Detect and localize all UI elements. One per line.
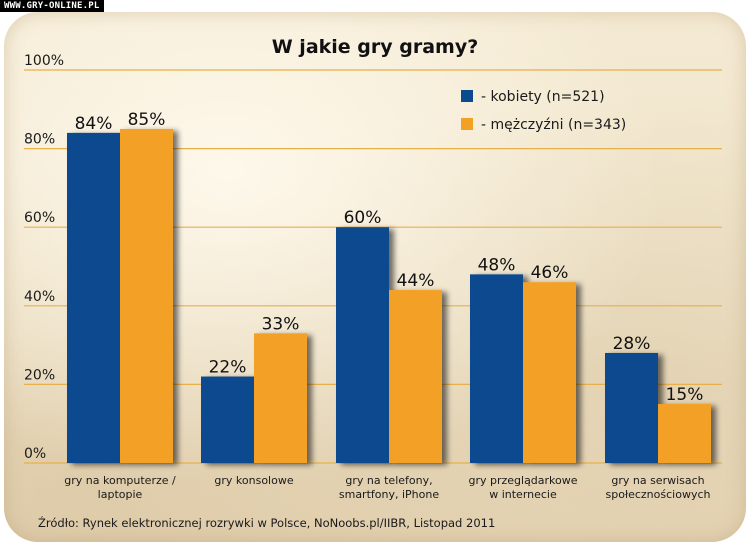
- x-tick-label: gry na telefony,: [345, 474, 432, 487]
- legend-swatch: [461, 90, 473, 102]
- y-tick-label: 20%: [24, 367, 55, 383]
- x-tick-label: gry przeglądarkowe: [468, 474, 577, 487]
- bar-mezczyzni: [254, 333, 307, 463]
- chart-title: W jakie gry gramy?: [272, 36, 479, 58]
- bar-value-label: 84%: [75, 114, 113, 134]
- bar-value-label: 22%: [209, 358, 247, 378]
- bar-mezczyzni: [120, 128, 173, 463]
- y-tick-label: 80%: [24, 132, 55, 148]
- legend-swatch: [461, 118, 473, 130]
- bar-kobiety: [470, 274, 523, 463]
- x-tick-label: smartfony, iPhone: [339, 488, 439, 501]
- bar-value-label: 15%: [666, 385, 704, 405]
- watermark: WWW.GRY-ONLINE.PL: [0, 0, 104, 12]
- x-tick-label: laptopie: [98, 488, 143, 501]
- bar-value-label: 46%: [531, 263, 569, 283]
- x-tick-label: gry na serwisach: [611, 474, 704, 487]
- legend-label: - mężczyźni (n=343): [481, 117, 626, 133]
- bar-mezczyzni: [389, 290, 442, 463]
- bar-value-label: 28%: [613, 334, 651, 354]
- bar-kobiety: [67, 132, 120, 463]
- y-tick-label: 100%: [24, 53, 64, 69]
- y-tick-label: 0%: [24, 446, 46, 462]
- bar-kobiety: [605, 352, 658, 463]
- bar-mezczyzni: [523, 282, 576, 463]
- source-note: Źródło: Rynek elektronicznej rozrywki w …: [38, 515, 495, 530]
- x-tick-label: społecznościowych: [606, 488, 711, 501]
- legend-label: - kobiety (n=521): [481, 89, 605, 105]
- bar-value-label: 44%: [397, 271, 435, 291]
- x-tick-label: w internecie: [489, 488, 557, 501]
- bar-value-label: 60%: [344, 208, 382, 228]
- bar-kobiety: [201, 376, 254, 463]
- bar-value-label: 33%: [262, 314, 300, 334]
- bar-value-label: 85%: [128, 110, 166, 130]
- legend: - kobiety (n=521) - mężczyźni (n=343): [461, 89, 626, 133]
- bar-mezczyzni: [658, 404, 711, 463]
- y-tick-label: 60%: [24, 210, 55, 226]
- bar-kobiety: [336, 227, 389, 463]
- y-tick-label: 40%: [24, 289, 55, 305]
- bar-value-label: 48%: [478, 255, 516, 275]
- x-tick-label: gry konsolowe: [214, 474, 293, 487]
- x-tick-label: gry na komputerze /: [64, 474, 176, 487]
